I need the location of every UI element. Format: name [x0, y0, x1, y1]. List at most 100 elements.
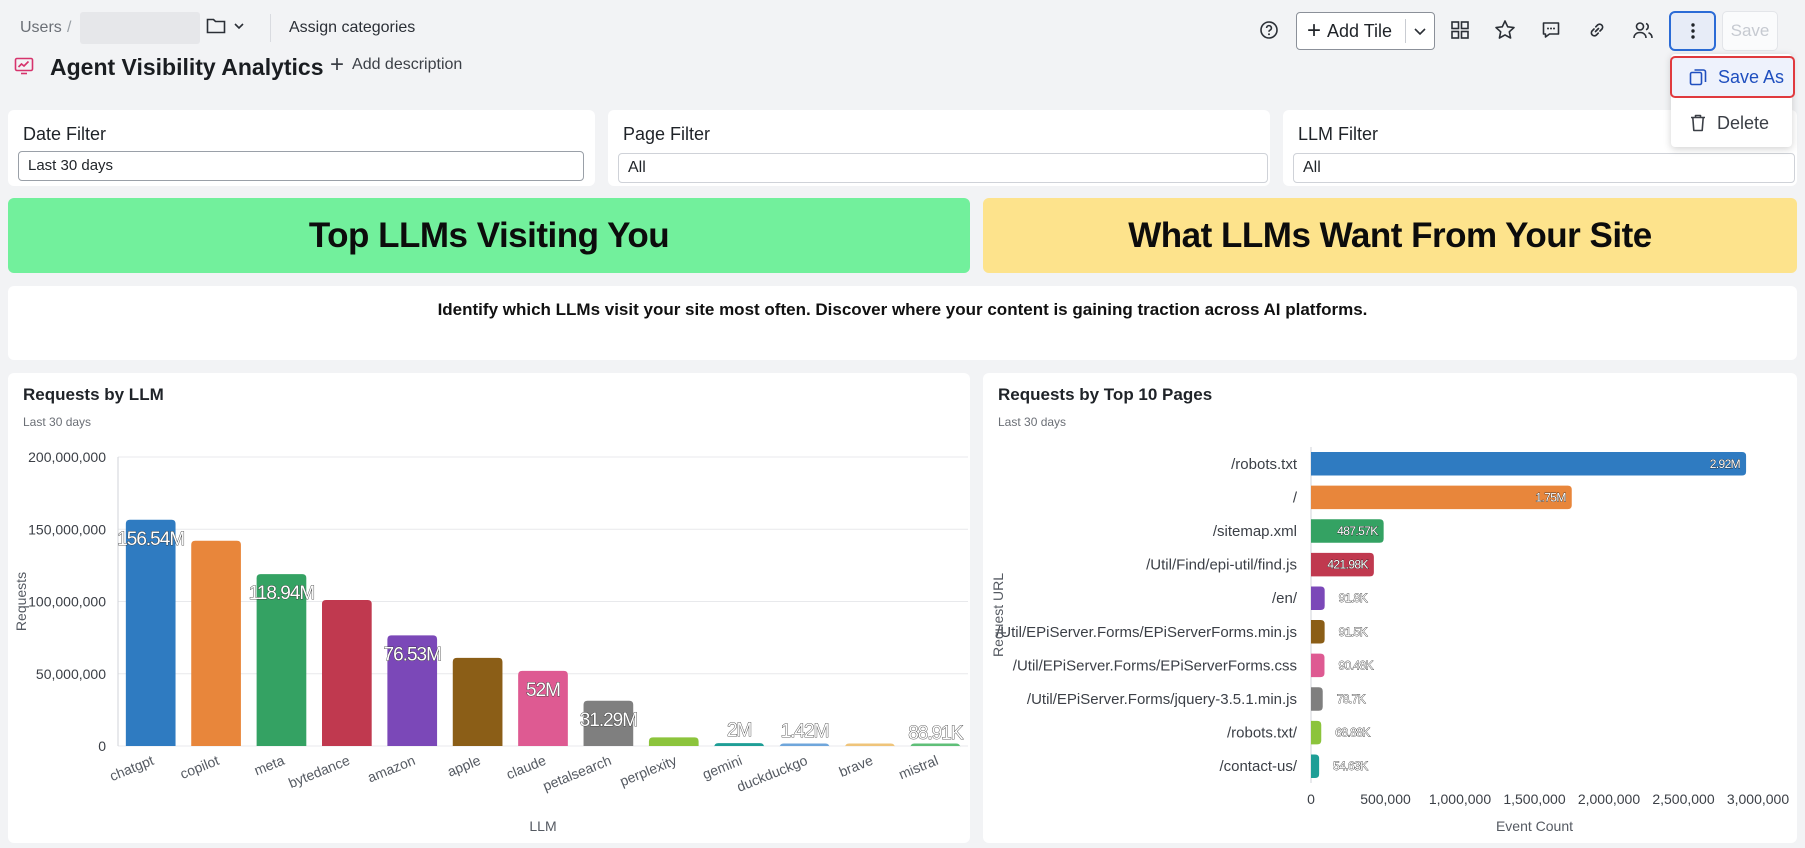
y-axis-title: Request URL [990, 573, 1006, 657]
bar-mistral [910, 743, 961, 748]
page-title: Agent Visibility Analytics [50, 54, 324, 80]
x-axis-title: Event Count [1496, 818, 1573, 834]
comment-icon[interactable] [1535, 14, 1567, 46]
y-tick-label: 100,000,000 [28, 594, 106, 610]
bar-/Util/EPiServer.Forms/jquery-3.5.1.min.js [1311, 687, 1323, 711]
requests-by-top-pages-chart: 0 500,000 1,000,000 1,500,000 2,000,000 2,500… [990, 447, 1789, 834]
bar-data-label: 2M [727, 720, 752, 741]
help-icon[interactable] [1253, 14, 1285, 46]
link-icon[interactable] [1581, 14, 1613, 46]
bar-data-label: 91.8K [1339, 591, 1368, 605]
x-tick-label: mistral [896, 752, 940, 782]
delete-label: Delete [1717, 112, 1770, 133]
bar-data-label: 1.75M [1535, 490, 1566, 504]
y-tick-label: /Util/Find/epi-util/find.js [1146, 557, 1297, 574]
date-filter-tile: Date Filter Last 30 days [8, 110, 595, 186]
bar-brave [845, 743, 895, 748]
chart-title: Requests by LLM [23, 385, 164, 404]
save-as-label: Save As [1718, 66, 1785, 87]
bar-data-label: 76.53M [384, 644, 442, 665]
bar-petalsearch [583, 700, 634, 746]
x-tick-label: 0 [1307, 791, 1315, 807]
page-filter-input[interactable]: All [618, 153, 1268, 183]
grid-icon[interactable] [1444, 14, 1476, 46]
llm-filter-tile: LLM Filter All [1283, 110, 1797, 186]
bar-/robots.txt [1311, 452, 1747, 476]
breadcrumb-users[interactable]: Users [20, 19, 62, 36]
description-text: Identify which LLMs visit your site most… [437, 300, 1368, 319]
x-tick-label: 3,000,000 [1727, 791, 1789, 807]
page-filter-label: Page Filter [623, 124, 711, 144]
x-tick-label: brave [837, 752, 876, 780]
llm-filter-input[interactable]: All [1293, 153, 1795, 183]
chart-subtitle: Last 30 days [998, 415, 1067, 429]
add-description-label: Add description [352, 56, 463, 73]
x-axis-title: LLM [529, 818, 556, 834]
bar-data-label: 31.29M [580, 710, 638, 731]
page-filter-tile: Page Filter All [608, 110, 1270, 186]
bar-data-label: 2.92M [1710, 457, 1741, 471]
bar-data-label: 421.98K [1327, 558, 1368, 572]
more-options-button[interactable] [1669, 11, 1716, 51]
bar-gemini [714, 743, 764, 748]
bar-apple [452, 657, 503, 746]
description-tile: Identify which LLMs visit your site most… [8, 286, 1797, 360]
delete-menu-item[interactable]: Delete [1673, 102, 1790, 144]
x-tick-label: petalsearch [540, 752, 613, 794]
bar-data-label: 487.57K [1337, 524, 1378, 538]
y-tick-label: 200,000,000 [28, 449, 106, 465]
more-options-menu: Save As Delete [1670, 54, 1795, 147]
bar-/ [1311, 485, 1572, 510]
x-tick-label: amazon [365, 752, 417, 785]
bar-claude [518, 670, 568, 746]
bar-perplexity [648, 737, 699, 746]
bar-data-label: 1.42M [781, 721, 829, 742]
chevron-down-icon[interactable] [1413, 24, 1427, 38]
dashboard-chart-icon [14, 57, 34, 75]
x-tick-label: bytedance [286, 752, 352, 791]
date-filter-input[interactable]: Last 30 days [18, 151, 584, 181]
breadcrumb-redacted[interactable] [80, 12, 200, 44]
x-tick-label: 2,000,000 [1578, 791, 1640, 807]
y-tick-label: 0 [98, 738, 106, 754]
bar-data-label: 52M [526, 680, 560, 701]
more-vertical-icon [1690, 23, 1695, 39]
x-tick-label: 1,000,000 [1429, 791, 1491, 807]
x-tick-label: 1,500,000 [1503, 791, 1565, 807]
copy-icon [1689, 69, 1707, 86]
y-tick-label: /Util/EPiServer.Forms/EPiServerForms.css [1013, 657, 1297, 674]
add-description-button[interactable]: + Add description [330, 53, 463, 77]
y-tick-label: 50,000,000 [36, 666, 106, 682]
x-tick-label: 2,500,000 [1652, 791, 1714, 807]
requests-by-llm-tile: Requests by LLM Last 30 days 0 50,000,000… [8, 373, 970, 843]
top-bar: Users / Assign categories + Add Tile Sav… [0, 0, 1805, 56]
save-as-menu-item[interactable]: Save As [1670, 56, 1795, 98]
add-tile-button[interactable]: + Add Tile [1296, 12, 1435, 50]
x-tick-label: chatgpt [107, 752, 156, 784]
bar-/robots.txt/ [1311, 720, 1322, 745]
bar-amazon [387, 635, 438, 746]
folder-icon[interactable] [206, 17, 226, 35]
bar-chatgpt [125, 519, 176, 746]
y-tick-label: 150,000,000 [28, 521, 106, 537]
y-tick-label: /contact-us/ [1219, 758, 1297, 775]
star-icon[interactable] [1489, 14, 1521, 46]
bar-/en/ [1311, 586, 1325, 610]
bar-data-label: 91.5K [1339, 625, 1368, 639]
banner-what-llms-want: What LLMs Want From Your Site [983, 198, 1797, 273]
trash-icon [1691, 114, 1705, 132]
bar-duckduckgo [779, 743, 830, 748]
users-icon[interactable] [1627, 14, 1659, 46]
x-tick-label: meta [252, 752, 287, 779]
bar-meta [256, 574, 307, 746]
y-tick-label: /sitemap.xml [1213, 523, 1297, 540]
llm-filter-label: LLM Filter [1298, 124, 1379, 144]
breadcrumb-separator: / [67, 19, 72, 36]
y-tick-label: /robots.txt/ [1227, 725, 1298, 742]
bar-/sitemap.xml [1311, 519, 1384, 543]
bar-data-label: 90.48K [1338, 658, 1373, 672]
chevron-down-icon[interactable] [232, 19, 246, 33]
save-button[interactable]: Save [1722, 11, 1778, 51]
assign-categories-link[interactable]: Assign categories [289, 19, 416, 36]
y-tick-label: / [1293, 489, 1298, 506]
